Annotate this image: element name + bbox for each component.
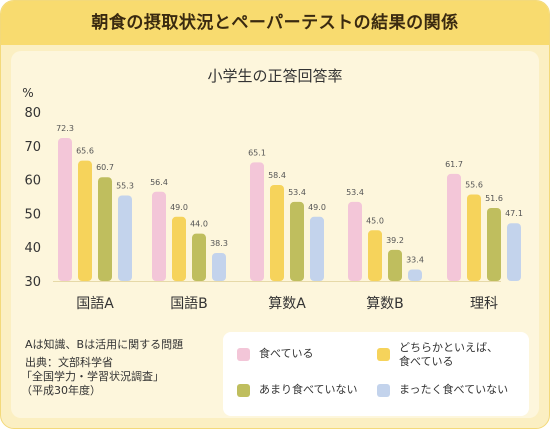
bar-value-label: 39.2 [386,236,404,245]
bar-value-label: 49.0 [308,203,326,212]
legend-label: 食べている [259,347,314,360]
page-title: 朝食の摂取状況とペーパーテストの結果の関係 [91,13,459,33]
note-line: 「全国学力・学習状況調査」 [21,370,164,383]
bar-value-label: 51.6 [485,194,503,203]
legend-swatch [237,348,250,361]
y-tick-label: 70 [24,140,41,155]
bar [212,252,226,281]
note-line: Aは知識、Bは活用に関する問題 [25,338,184,351]
bar [58,138,72,281]
bar-value-label: 33.4 [406,256,424,265]
legend-swatch [377,384,390,397]
bar [348,201,362,281]
header-bar: 朝食の摂取状況とペーパーテストの結果の関係 [1,1,549,45]
y-tick-label: 50 [24,207,41,222]
bar-value-label: 65.1 [248,148,266,157]
bar [310,216,324,281]
bar-value-label: 56.4 [150,178,168,187]
bar [118,195,132,281]
legend-label: どちらかといえば、 食べている [399,341,498,369]
x-category-label: 理科 [470,296,498,312]
bar-value-label: 53.4 [288,188,306,197]
bar-value-label: 44.0 [190,220,208,229]
bar-value-label: 38.3 [210,239,228,248]
note-line: 出典：文部科学省 [25,356,113,369]
legend-label: まったく食べていない [399,383,509,396]
bar [388,249,402,281]
chart-legend: 食べている どちらかといえば、 食べている あまり食べていない まったく食べてい… [223,332,529,416]
bar [467,194,481,281]
bar [270,185,284,281]
y-tick-label: 80 [24,106,41,121]
y-tick-label: 40 [24,241,41,256]
y-tick-label: 60 [24,174,41,189]
bar [290,201,304,281]
x-category-label: 国語B [170,296,208,312]
x-category-label: 算数B [366,296,404,312]
bar [368,230,382,281]
bar-value-label: 72.3 [56,124,74,133]
bar [98,177,112,281]
x-category-label: 国語A [76,296,114,312]
y-tick-label: 30 [24,275,41,290]
bar [172,216,186,281]
bar [250,162,264,281]
bar [408,269,422,281]
bar [152,191,166,281]
legend-label-line: 食べている [399,355,454,368]
bar-value-label: 55.3 [116,181,134,190]
bar-value-label: 49.0 [170,203,188,212]
legend-label-line: どちらかといえば、 [399,341,498,354]
y-axis-unit: % [22,86,33,100]
chart-title: 小学生の正答回答率 [207,67,342,85]
bar-value-label: 45.0 [366,216,384,225]
bar-chart: 小学生の正答回答率% 30 40 50 60 70 80 72.3 56.4 65.1 53.4 61… [22,67,523,312]
bar-value-label: 47.1 [505,209,523,218]
bar-value-label: 61.7 [445,160,463,169]
bar [507,223,521,281]
bar [78,160,92,281]
bar-value-label: 58.4 [268,171,286,180]
bar-value-label: 60.7 [96,163,114,172]
legend-swatch [237,384,250,397]
legend-label: あまり食べていない [259,383,358,396]
legend-swatch [377,348,390,361]
bar [447,173,461,281]
bar-value-label: 55.6 [465,180,483,189]
note-line: （平成30年度） [21,384,101,397]
bar-value-label: 53.4 [346,188,364,197]
x-category-label: 算数A [268,296,306,312]
bar [192,233,206,281]
source-notes: Aは知識、Bは活用に関する問題 出典：文部科学省 「全国学力・学習状況調査」 （… [21,338,215,398]
bar-value-label: 65.6 [76,147,94,156]
bar [487,207,501,281]
